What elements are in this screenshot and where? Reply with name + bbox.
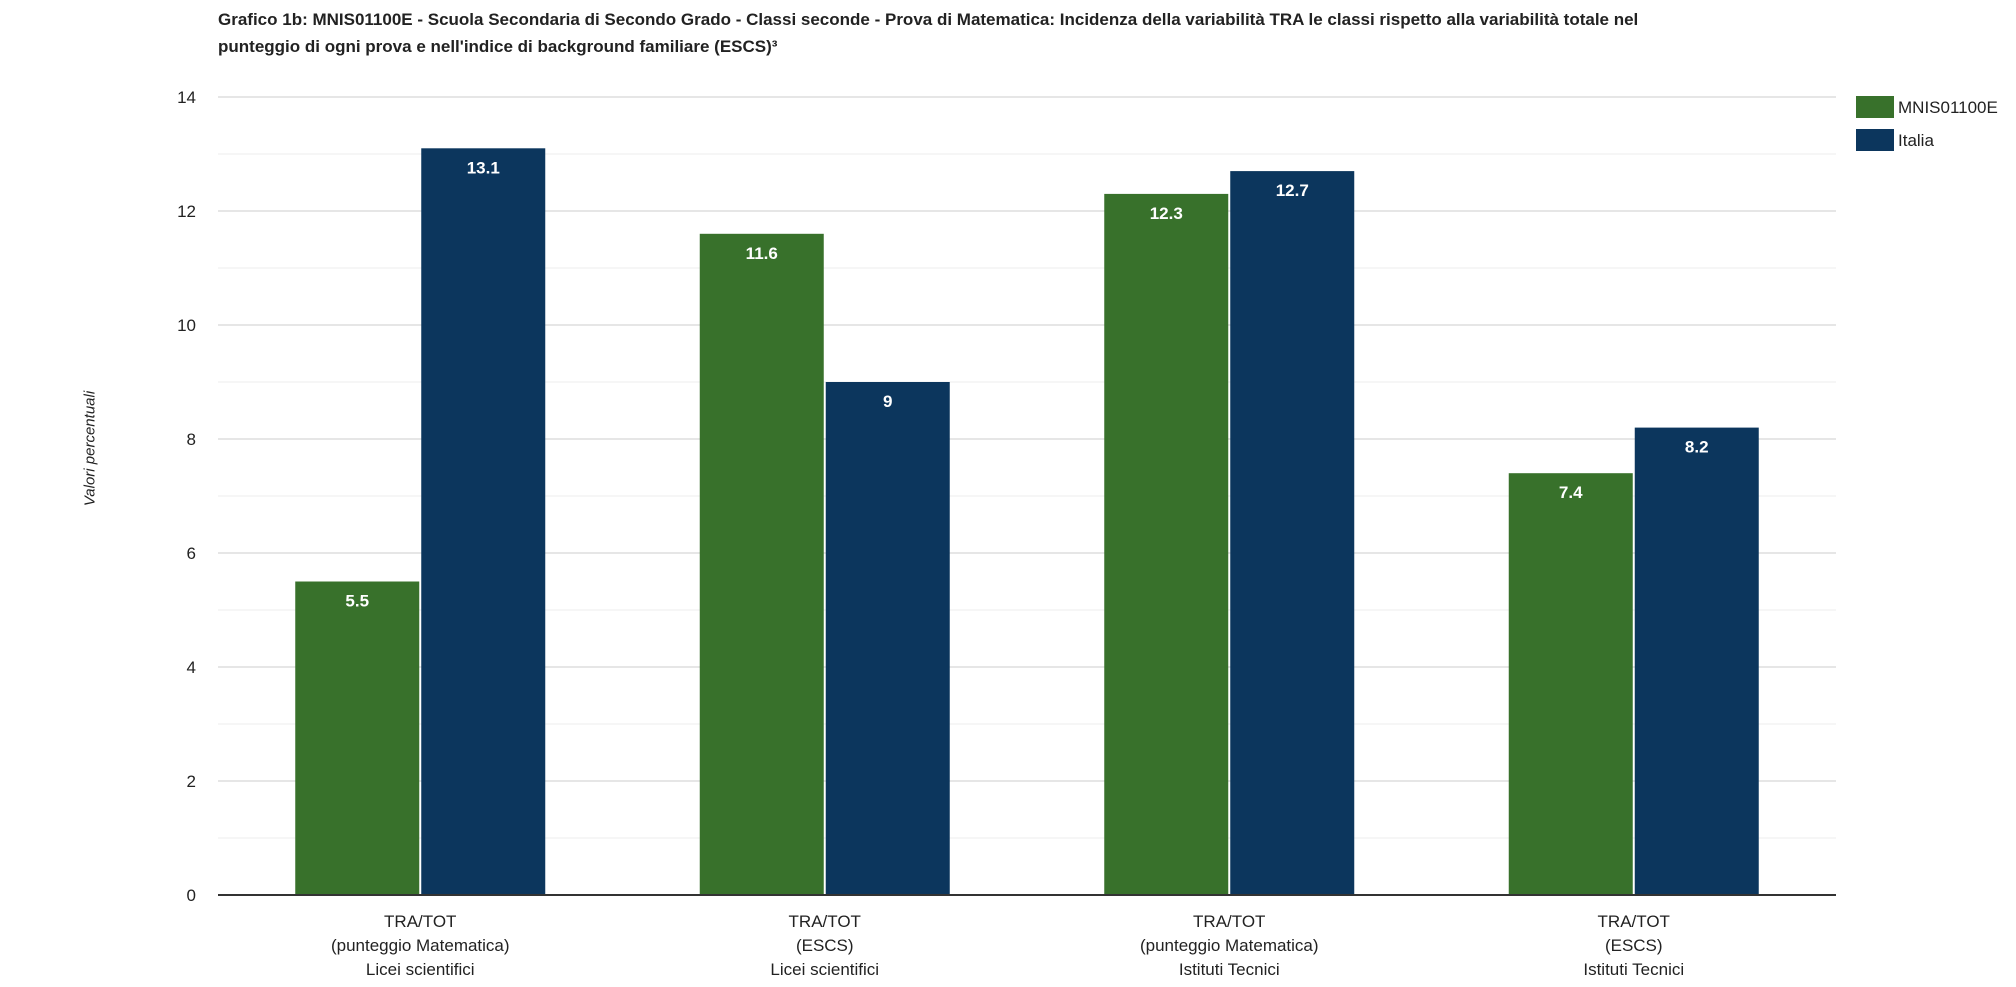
data-label: 13.1 [467,158,500,177]
y-tick-label: 12 [177,202,196,221]
x-tick-label: (ESCS) [796,936,854,955]
bar [1230,171,1355,896]
x-tick-label: (punteggio Matematica) [331,936,510,955]
chart-title-line-1: Grafico 1b: MNIS01100E - Scuola Secondar… [218,10,1639,29]
bar [699,233,824,896]
bar [421,148,546,896]
data-label: 5.5 [345,592,369,611]
y-tick-label: 8 [187,430,196,449]
bar [1104,193,1229,895]
y-tick-label: 4 [187,658,196,677]
data-label: 12.7 [1276,181,1309,200]
legend-label: Italia [1898,131,1934,150]
data-label: 11.6 [746,244,778,263]
y-tick-label: 0 [187,886,196,905]
data-label: 12.3 [1150,204,1183,223]
legend-label: MNIS01100E [1898,98,1998,117]
y-tick-label: 14 [177,88,196,107]
x-tick-label: TRA/TOT [384,912,456,931]
y-tick-label: 6 [187,544,196,563]
x-tick-label: Istituti Tecnici [1583,960,1684,979]
x-tick-label: TRA/TOT [789,912,861,931]
x-tick-label: (ESCS) [1605,936,1663,955]
bar [1634,427,1759,895]
x-tick-label: (punteggio Matematica) [1140,936,1319,955]
x-tick-label: Istituti Tecnici [1179,960,1280,979]
y-tick-label: 10 [177,316,196,335]
legend-swatch [1856,96,1894,118]
chart-title-line-2: punteggio di ogni prova e nell'indice di… [218,37,778,56]
bar [295,581,420,895]
bar [825,382,950,895]
x-tick-label: Licei scientifici [770,960,879,979]
x-tick-label: TRA/TOT [1598,912,1670,931]
data-label: 7.4 [1559,483,1583,502]
legend-swatch [1856,129,1894,151]
data-label: 9 [883,392,892,411]
x-tick-label: TRA/TOT [1193,912,1265,931]
x-tick-label: Licei scientifici [366,960,475,979]
bar [1508,473,1633,895]
data-label: 8.2 [1685,438,1709,457]
y-tick-label: 2 [187,772,196,791]
